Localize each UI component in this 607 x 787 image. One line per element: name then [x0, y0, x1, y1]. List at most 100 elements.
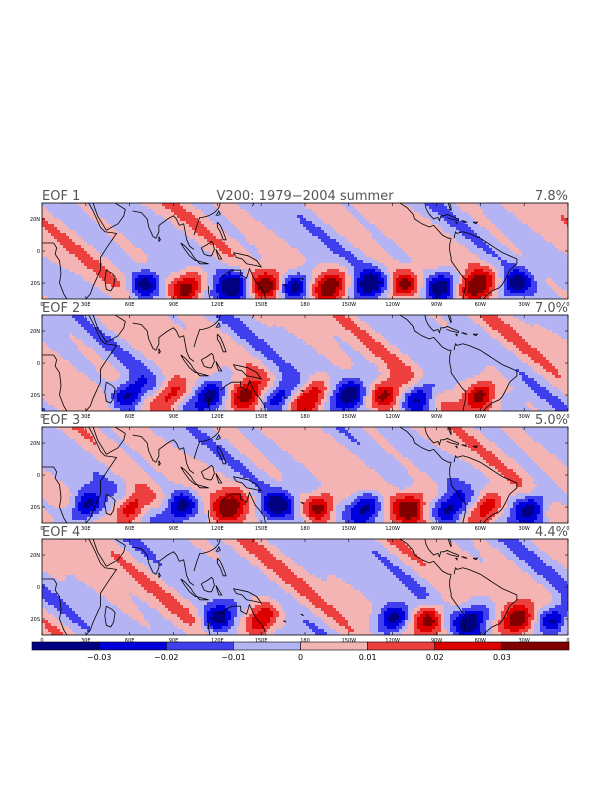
- colorbar-swatch: [367, 641, 436, 651]
- y-tick-label: 20S: [30, 393, 40, 399]
- x-tick-label: 90E: [169, 302, 179, 308]
- x-tick-label: 180: [300, 414, 310, 420]
- x-tick-label: 30E: [81, 638, 91, 644]
- colorbar-tick-label: 0.01: [359, 653, 377, 662]
- eof-panel: 0 30E 60E 90E 120E 150E 180 150W 120W 90W 60W 30W 0 2…: [30, 301, 570, 420]
- x-tick-label: 120W: [385, 302, 400, 308]
- colorbar-swatch: [31, 641, 100, 651]
- x-tick-label: 120W: [385, 526, 400, 532]
- x-tick-label: 180: [300, 638, 310, 644]
- x-tick-label: 150W: [342, 526, 357, 532]
- y-tick-label: 20N: [30, 329, 40, 335]
- y-tick-label: 0: [37, 249, 40, 255]
- x-tick-label: 0: [40, 302, 43, 308]
- eof-panel: 0 30E 60E 90E 120E 150E 180 150W 120W 90W 60W 30W 0 2…: [30, 525, 570, 644]
- x-tick-label: 90E: [169, 638, 179, 644]
- colorbar-swatch: [165, 641, 234, 651]
- colorbar-tick-label: −0.03: [87, 653, 112, 662]
- x-tick-label: 60W: [475, 526, 486, 532]
- x-tick-label: 30E: [81, 526, 91, 532]
- y-tick-label: 20S: [30, 281, 40, 287]
- x-tick-label: 60E: [125, 414, 135, 420]
- x-tick-label: 120W: [385, 414, 400, 420]
- y-tick-label: 0: [37, 585, 40, 591]
- eof-panels: 0 30E 60E 90E 120E 150E 180 150W 120W 90W 60W 30W 0 2…: [30, 189, 570, 644]
- x-tick-label: 60W: [475, 414, 486, 420]
- coastlines: [42, 203, 518, 299]
- x-tick-label: 180: [300, 302, 310, 308]
- heatmap-field: [42, 203, 568, 299]
- x-tick-label: 120E: [211, 526, 224, 532]
- colorbar-tick-label: 0: [298, 653, 303, 662]
- x-tick-label: 150E: [255, 638, 268, 644]
- x-tick-label: 0: [566, 302, 569, 308]
- x-tick-label: 0: [566, 638, 569, 644]
- y-tick-label: 0: [37, 361, 40, 367]
- x-tick-label: 150W: [342, 414, 357, 420]
- x-tick-label: 30W: [519, 302, 530, 308]
- x-tick-label: 120W: [385, 638, 400, 644]
- x-tick-label: 0: [40, 638, 43, 644]
- x-tick-label: 0: [40, 414, 43, 420]
- x-tick-label: 90W: [431, 414, 442, 420]
- eof-panel: 0 30E 60E 90E 120E 150E 180 150W 120W 90W 60W 30W 0 2…: [30, 189, 570, 308]
- x-tick-label: 120E: [211, 414, 224, 420]
- colorbar-tick-label: −0.02: [154, 653, 179, 662]
- x-tick-label: 180: [300, 526, 310, 532]
- x-tick-label: 90W: [431, 302, 442, 308]
- x-tick-label: 120E: [211, 302, 224, 308]
- x-tick-label: 150E: [255, 526, 268, 532]
- x-tick-label: 60E: [125, 638, 135, 644]
- x-tick-label: 150E: [255, 414, 268, 420]
- x-tick-label: 60W: [475, 638, 486, 644]
- variance-text: 5.0%: [535, 413, 568, 428]
- coastlines: [42, 315, 518, 411]
- heatmap-field: [42, 539, 568, 635]
- variance-text: 7.0%: [535, 301, 568, 316]
- panel-label: EOF 2: [42, 301, 80, 316]
- y-tick-label: 20S: [30, 505, 40, 511]
- y-tick-label: 20N: [30, 217, 40, 223]
- y-tick-label: 20N: [30, 553, 40, 559]
- x-tick-label: 30W: [519, 638, 530, 644]
- figure-title: V200: 1979−2004 summer: [216, 189, 394, 204]
- colorbar-tick-label: 0.03: [493, 653, 511, 662]
- x-tick-label: 30E: [81, 414, 91, 420]
- colorbar-swatch: [434, 641, 503, 651]
- x-tick-label: 60E: [125, 526, 135, 532]
- coastlines: [42, 539, 518, 635]
- x-tick-label: 30W: [519, 526, 530, 532]
- x-tick-label: 30W: [519, 414, 530, 420]
- colorbar-tick-label: −0.01: [221, 653, 246, 662]
- x-tick-label: 0: [566, 526, 569, 532]
- x-tick-label: 90W: [431, 526, 442, 532]
- colorbar-swatch: [300, 641, 368, 651]
- y-tick-label: 20N: [30, 441, 40, 447]
- panel-label: EOF 1: [42, 189, 80, 204]
- colorbar-swatch: [233, 641, 301, 651]
- panel-label: EOF 3: [42, 413, 80, 428]
- panel-label: EOF 4: [42, 525, 80, 540]
- x-tick-label: 150E: [255, 302, 268, 308]
- eof-panel: 0 30E 60E 90E 120E 150E 180 150W 120W 90W 60W 30W 0 2…: [30, 413, 570, 532]
- x-tick-label: 90E: [169, 414, 179, 420]
- variance-text: 7.8%: [535, 189, 568, 204]
- x-tick-label: 60W: [475, 302, 486, 308]
- x-tick-label: 150W: [342, 638, 357, 644]
- x-tick-label: 0: [40, 526, 43, 532]
- x-tick-label: 60E: [125, 302, 135, 308]
- colorbar-tick-label: 0.02: [426, 653, 444, 662]
- x-tick-label: 90W: [431, 638, 442, 644]
- x-tick-label: 30E: [81, 302, 91, 308]
- colorbar: −0.03 −0.02 −0.01 0 0.01 0.02 0.03: [31, 641, 570, 662]
- x-tick-label: 120E: [211, 638, 224, 644]
- x-tick-label: 0: [566, 414, 569, 420]
- coastlines: [42, 427, 518, 523]
- heatmap-field: [42, 427, 568, 523]
- colorbar-swatch: [98, 641, 167, 651]
- y-tick-label: 20S: [30, 617, 40, 623]
- heatmap-field: [42, 315, 568, 411]
- x-tick-label: 150W: [342, 302, 357, 308]
- colorbar-swatch: [501, 641, 570, 651]
